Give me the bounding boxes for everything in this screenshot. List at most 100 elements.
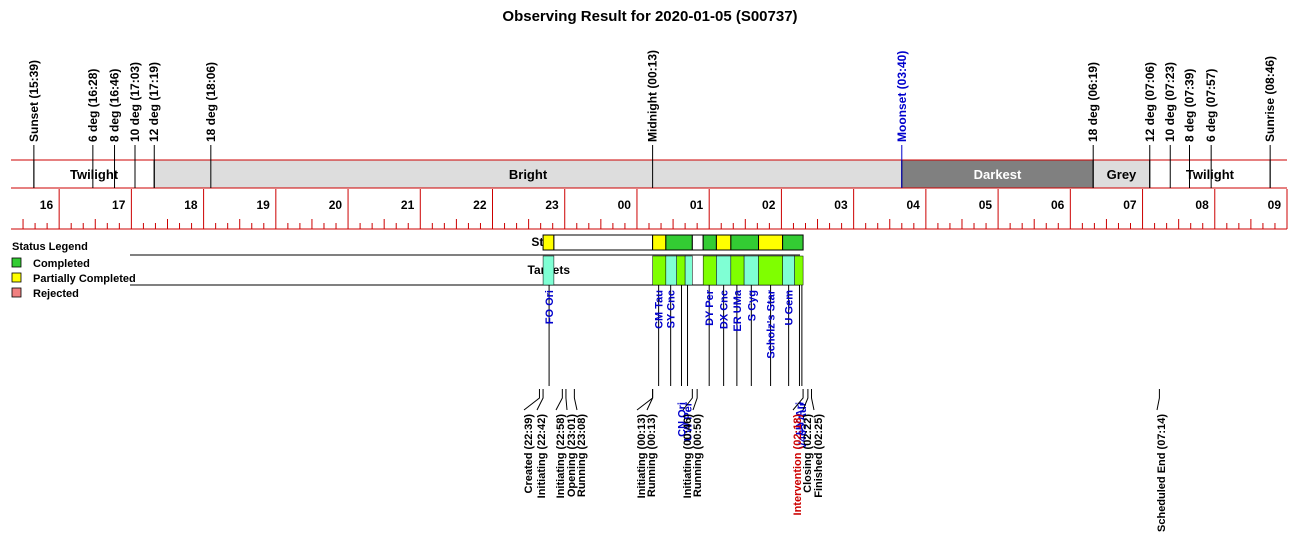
sky-event-label-12-deg-07-06: 12 deg (07:06) xyxy=(1143,62,1157,142)
target-segment-8 xyxy=(743,255,759,286)
status-segment-4 xyxy=(691,234,704,251)
log-event-leader xyxy=(1156,389,1160,411)
sky-event-label-12-deg-17-19: 12 deg (17:19) xyxy=(147,62,161,142)
target-label-uy-ari: UY Ari xyxy=(794,402,806,435)
status-segment-0 xyxy=(542,234,555,251)
sky-band-label: Grey xyxy=(1107,167,1137,182)
target-label-v405-aur: V405 Aur xyxy=(797,401,809,449)
tick-label-17: 17 xyxy=(112,198,126,212)
sky-event-label-18-deg-06-19: 18 deg (06:19) xyxy=(1086,62,1100,142)
log-event-label-opening-23-01: Opening (23:01) xyxy=(566,414,578,497)
target-segment-6 xyxy=(716,255,732,286)
sky-event-label-6-deg-07-57: 6 deg (07:57) xyxy=(1204,69,1218,142)
log-event-label-running-00-50: Running (00:50) xyxy=(692,414,704,497)
target-label-uw-per: UW Per xyxy=(683,401,695,441)
target-segment-1 xyxy=(652,255,667,286)
sky-event-label-10-deg-17-03: 10 deg (17:03) xyxy=(128,62,142,142)
sky-event-label-moonset-03-40: Moonset (03:40) xyxy=(895,51,909,142)
log-event-label-finished-02-25: Finished (02:25) xyxy=(813,414,825,498)
sky-event-label-18-deg-18-06: 18 deg (18:06) xyxy=(204,62,218,142)
tick-label-18: 18 xyxy=(184,198,198,212)
tick-label-00: 00 xyxy=(618,198,632,212)
target-segment-10 xyxy=(782,255,795,286)
status-segment-6 xyxy=(715,234,732,251)
target-label-fo-ori: FO Ori xyxy=(544,290,556,324)
tick-label-21: 21 xyxy=(401,198,415,212)
sky-event-label-8-deg-07-39: 8 deg (07:39) xyxy=(1182,69,1196,142)
log-event-label-scheduled-end-07-14: Scheduled End (07:14) xyxy=(1156,414,1168,532)
status-legend: Status Legend Completed Partially Complete… xyxy=(11,241,136,300)
sky-event-label-sunrise-08-46: Sunrise (08:46) xyxy=(1263,56,1277,142)
status-segment-3 xyxy=(665,234,693,251)
tick-label-01: 01 xyxy=(690,198,704,212)
log-event-label-created-22-39: Created (22:39) xyxy=(523,414,535,494)
sky-band-label: Bright xyxy=(509,167,548,182)
sky-band-label: Darkest xyxy=(974,167,1022,182)
tick-label-04: 04 xyxy=(907,198,921,212)
time-axis: 16 17 18 19 20 21 22 23 00 01 02 03 04 05 06 07 08 09 xyxy=(11,189,1288,230)
target-label-scholz-s-star: Scholz's Star xyxy=(766,289,778,358)
log-event-leader xyxy=(692,389,698,411)
status-target-rows: StatusTargets xyxy=(130,234,804,286)
log-event-label-initiating-00-13: Initiating (00:13) xyxy=(636,414,648,499)
tick-label-09: 09 xyxy=(1268,198,1282,212)
sky-event-label-midnight-00-13: Midnight (00:13) xyxy=(646,50,660,142)
legend-swatch-rejected xyxy=(11,287,22,298)
log-event-leader xyxy=(802,389,809,411)
status-segment-8 xyxy=(758,234,784,251)
status-segment-7 xyxy=(730,234,760,251)
log-event-markers: Created (22:39) Initiating (22:42) Initiat… xyxy=(523,389,1168,532)
tick-label-16: 16 xyxy=(40,198,54,212)
tick-label-20: 20 xyxy=(329,198,343,212)
sky-event-label-8-deg-16-46: 8 deg (16:46) xyxy=(108,69,122,142)
tick-label-05: 05 xyxy=(979,198,993,212)
target-segment-0 xyxy=(542,255,555,286)
tick-label-07: 07 xyxy=(1123,198,1137,212)
target-label-sy-cnc: SY Cnc xyxy=(666,290,678,328)
target-label-er-uma: ER UMa xyxy=(732,289,744,331)
log-event-label-initiating-22-42: Initiating (22:42) xyxy=(536,414,548,499)
tick-label-22: 22 xyxy=(473,198,487,212)
sky-event-label-sunset-15-39: Sunset (15:39) xyxy=(27,60,41,142)
log-event-leader xyxy=(523,389,540,411)
target-label-s-cyg: S Cyg xyxy=(746,290,758,321)
target-label-cn-ori: CN Ori xyxy=(677,402,689,437)
sky-event-markers: Sunset (15:39) 6 deg (16:28) 8 deg (16:46)… xyxy=(27,50,1277,188)
legend-label-completed: Completed xyxy=(33,258,90,270)
sky-band-bright-1 xyxy=(153,159,903,189)
tick-label-02: 02 xyxy=(762,198,776,212)
target-label-dy-per: DY Per xyxy=(704,289,716,326)
target-segment-11 xyxy=(794,255,804,286)
target-label-cm-tau: CM Tau xyxy=(654,290,666,329)
target-segment-9 xyxy=(758,255,783,286)
sky-band-label: Twilight xyxy=(70,167,119,182)
log-event-label-running-23-08: Running (23:08) xyxy=(576,414,588,497)
target-segment-5 xyxy=(702,255,717,286)
log-event-leader xyxy=(792,389,804,411)
sky-event-label-10-deg-07-23: 10 deg (07:23) xyxy=(1163,62,1177,142)
log-event-leader xyxy=(811,389,815,411)
legend-label-rejected: Rejected xyxy=(33,288,79,300)
log-event-leader xyxy=(536,389,544,411)
tick-label-19: 19 xyxy=(256,198,270,212)
log-event-label-intervention-02-18: Intervention (02:18) xyxy=(792,414,804,516)
log-event-label-initiating-00-46: Initiating (00:46) xyxy=(682,414,694,499)
target-segment-3 xyxy=(676,255,686,286)
sky-band-label: Twilight xyxy=(1186,167,1235,182)
target-segment-7 xyxy=(730,255,745,286)
tick-label-23: 23 xyxy=(545,198,559,212)
sky-bands: Twilight Bright Darkest Grey Twilight xyxy=(11,159,1287,189)
sky-band-twilight-0 xyxy=(33,159,155,189)
log-event-label-running-00-13: Running (00:13) xyxy=(646,414,658,497)
log-event-leader xyxy=(682,389,693,411)
tick-label-08: 08 xyxy=(1195,198,1209,212)
status-segment-2 xyxy=(652,234,667,251)
log-event-leader xyxy=(646,389,654,411)
status-segment-5 xyxy=(702,234,717,251)
target-label-dx-cnc: DX Cnc xyxy=(719,290,731,329)
legend-label-partially-completed: Partially Completed xyxy=(33,273,136,285)
status-segment-9 xyxy=(782,234,804,251)
log-event-leader xyxy=(565,389,568,411)
